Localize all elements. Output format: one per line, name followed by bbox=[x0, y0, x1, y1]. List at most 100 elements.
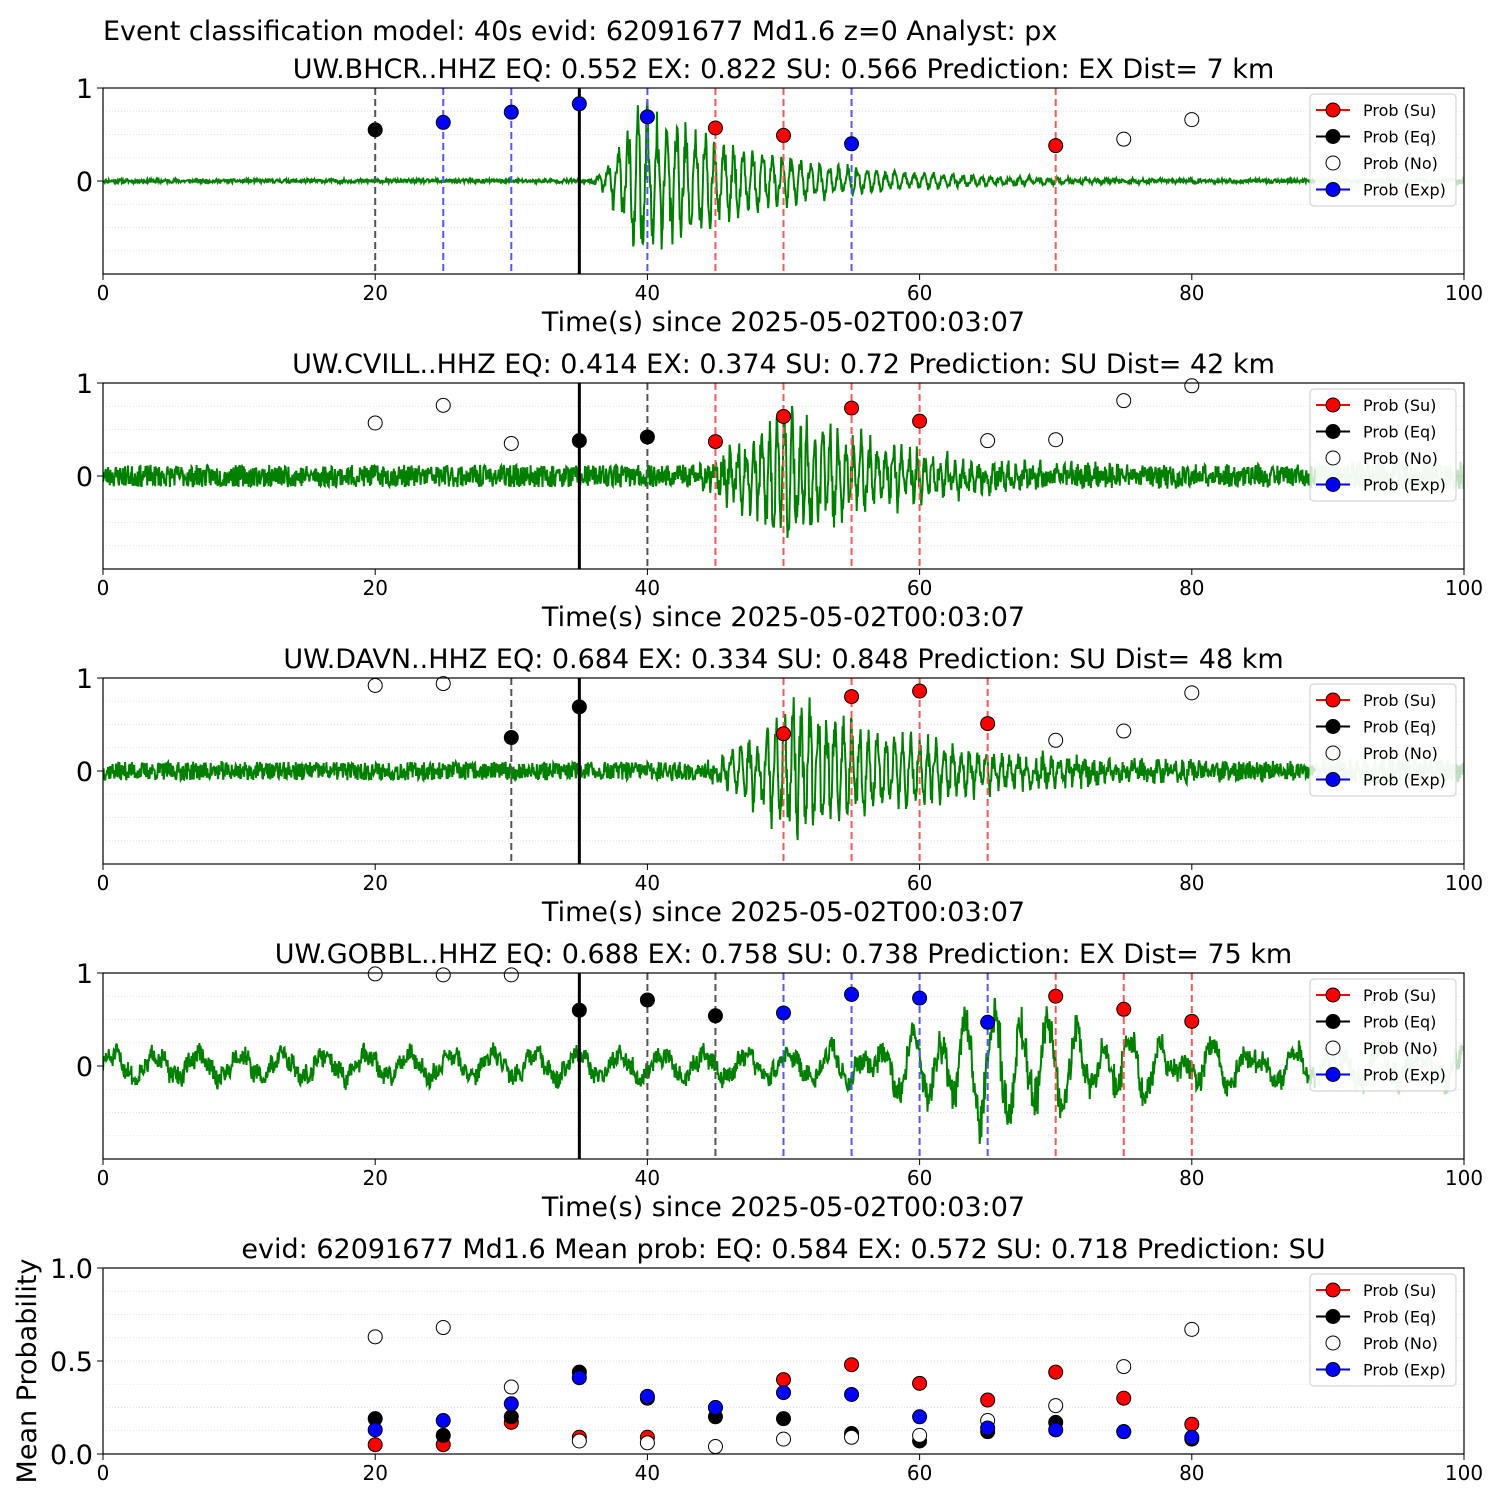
mean-prob-point bbox=[1116, 1390, 1132, 1406]
mean-prob-point bbox=[1048, 1422, 1064, 1438]
y-tick-label: 0.5 bbox=[50, 1347, 93, 1378]
mean-prob-point bbox=[776, 1372, 791, 1388]
legend-marker bbox=[1325, 155, 1341, 171]
mean-prob-point bbox=[1116, 1359, 1132, 1375]
legend-marker bbox=[1325, 1067, 1341, 1082]
mean-prob-point bbox=[435, 1413, 451, 1429]
prob-point bbox=[980, 716, 996, 732]
legend-label: Prob (Exp) bbox=[1363, 1361, 1446, 1380]
legend-label: Prob (Eq) bbox=[1363, 1308, 1436, 1327]
legend-marker bbox=[1325, 182, 1341, 197]
legend-box bbox=[1309, 683, 1457, 797]
legend-label: Prob (Exp) bbox=[1363, 771, 1446, 790]
mean-prob-point bbox=[980, 1392, 996, 1408]
panel-title: UW.GOBBL..HHZ EQ: 0.688 EX: 0.758 SU: 0.… bbox=[275, 939, 1292, 970]
prob-point bbox=[1116, 1001, 1132, 1017]
x-tick-label: 100 bbox=[1445, 871, 1483, 895]
legend-label: Prob (Su) bbox=[1363, 101, 1436, 120]
waveform bbox=[103, 405, 1316, 538]
prob-point bbox=[367, 415, 383, 431]
mean-prob-point bbox=[776, 1385, 791, 1401]
legend-marker bbox=[1325, 102, 1341, 118]
prob-point bbox=[707, 1008, 723, 1024]
x-tick-label: 20 bbox=[362, 871, 387, 895]
y-tick-label: 0 bbox=[76, 167, 93, 198]
prob-point bbox=[639, 992, 655, 1008]
legend-label: Prob (No) bbox=[1363, 154, 1438, 173]
prob-point bbox=[844, 986, 860, 1002]
legend-label: Prob (No) bbox=[1363, 1039, 1438, 1058]
mean-prob-point bbox=[503, 1396, 519, 1412]
prob-point bbox=[1184, 112, 1200, 128]
x-axis-label: Time(s) since 2025-05-02T00:03:07 bbox=[541, 1192, 1025, 1223]
prob-point bbox=[503, 435, 519, 451]
legend-marker bbox=[1325, 397, 1341, 413]
panel-4: UW.GOBBL..HHZ EQ: 0.688 EX: 0.758 SU: 0.… bbox=[76, 939, 1483, 1223]
plot-area bbox=[103, 678, 1464, 864]
mean-prob-point bbox=[435, 1320, 451, 1336]
prob-point bbox=[912, 413, 928, 429]
x-tick-label: 60 bbox=[907, 1461, 932, 1485]
plot-area bbox=[103, 973, 1464, 1159]
prob-point bbox=[776, 127, 791, 143]
prob-point bbox=[503, 967, 519, 983]
prob-point bbox=[1116, 393, 1132, 409]
mean-prob-point bbox=[1048, 1398, 1064, 1414]
prob-point bbox=[503, 104, 519, 120]
prob-point bbox=[1184, 685, 1200, 701]
y-tick-label: 0 bbox=[76, 757, 93, 788]
panel-3: UW.DAVN..HHZ EQ: 0.684 EX: 0.334 SU: 0.8… bbox=[76, 644, 1483, 928]
legend-label: Prob (Su) bbox=[1363, 986, 1436, 1005]
legend: Prob (Su) Prob (Eq) Prob (No) Prob (Exp) bbox=[1309, 683, 1457, 797]
x-tick-label: 60 bbox=[907, 281, 932, 305]
panel-1: UW.BHCR..HHZ EQ: 0.552 EX: 0.822 SU: 0.5… bbox=[76, 54, 1483, 338]
legend: Prob (Su) Prob (Eq) Prob (No) Prob (Exp) bbox=[1309, 1273, 1457, 1387]
mean-prob-point bbox=[980, 1420, 996, 1436]
panel-title: evid: 62091677 Md1.6 Mean prob: EQ: 0.58… bbox=[241, 1234, 1325, 1265]
legend-label: Prob (Eq) bbox=[1363, 718, 1436, 737]
mean-prob-point bbox=[503, 1409, 519, 1425]
x-tick-label: 0 bbox=[97, 1461, 110, 1485]
legend-marker bbox=[1325, 1040, 1341, 1056]
y-tick-label: 1 bbox=[76, 959, 93, 990]
mean-prob-point bbox=[639, 1435, 655, 1451]
legend-label: Prob (No) bbox=[1363, 744, 1438, 763]
legend: Prob (Su) Prob (Eq) Prob (No) Prob (Exp) bbox=[1309, 978, 1457, 1092]
x-axis-label: Time(s) since 2025-05-02T00:03:07 bbox=[541, 602, 1025, 633]
prob-point bbox=[435, 676, 451, 692]
mean-prob-point bbox=[1184, 1429, 1200, 1445]
prob-point bbox=[1048, 732, 1064, 748]
legend-marker bbox=[1325, 692, 1341, 708]
prob-point bbox=[844, 689, 860, 705]
legend-marker bbox=[1325, 1362, 1341, 1377]
legend-label: Prob (Su) bbox=[1363, 396, 1436, 415]
legend-label: Prob (Eq) bbox=[1363, 1013, 1436, 1032]
legend-box bbox=[1309, 978, 1457, 1092]
prob-point bbox=[503, 730, 519, 746]
mean-prob-point bbox=[912, 1409, 928, 1425]
x-tick-label: 100 bbox=[1445, 1166, 1483, 1190]
legend-marker bbox=[1325, 1309, 1341, 1324]
y-tick-label: 1.0 bbox=[50, 1254, 93, 1285]
legend: Prob (Su) Prob (Eq) Prob (No) Prob (Exp) bbox=[1309, 388, 1457, 502]
y-tick-label: 0 bbox=[76, 1052, 93, 1083]
legend-box bbox=[1309, 93, 1457, 207]
x-tick-label: 80 bbox=[1179, 281, 1204, 305]
prob-point bbox=[1184, 378, 1200, 394]
legend-marker bbox=[1325, 719, 1341, 734]
prob-point bbox=[571, 433, 587, 449]
mean-prob-point bbox=[707, 1400, 723, 1415]
mean-prob-point bbox=[1048, 1364, 1064, 1380]
mean-prob-point bbox=[844, 1386, 860, 1402]
x-tick-label: 40 bbox=[635, 1461, 660, 1485]
y-tick-label: 1 bbox=[76, 664, 93, 695]
mean-prob-point bbox=[367, 1329, 383, 1345]
legend-label: Prob (No) bbox=[1363, 449, 1438, 468]
x-tick-label: 20 bbox=[362, 281, 387, 305]
legend-marker bbox=[1325, 772, 1341, 787]
x-tick-label: 40 bbox=[635, 576, 660, 600]
x-tick-label: 80 bbox=[1179, 1166, 1204, 1190]
prob-point bbox=[571, 96, 587, 112]
mean-prob-point bbox=[503, 1379, 519, 1395]
x-tick-label: 80 bbox=[1179, 871, 1204, 895]
